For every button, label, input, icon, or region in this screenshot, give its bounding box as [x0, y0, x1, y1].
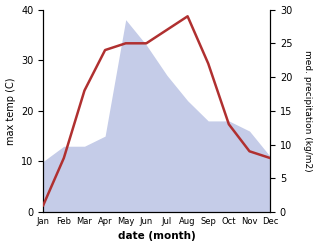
- X-axis label: date (month): date (month): [118, 231, 196, 242]
- Y-axis label: med. precipitation (kg/m2): med. precipitation (kg/m2): [303, 50, 313, 172]
- Y-axis label: max temp (C): max temp (C): [5, 77, 16, 144]
